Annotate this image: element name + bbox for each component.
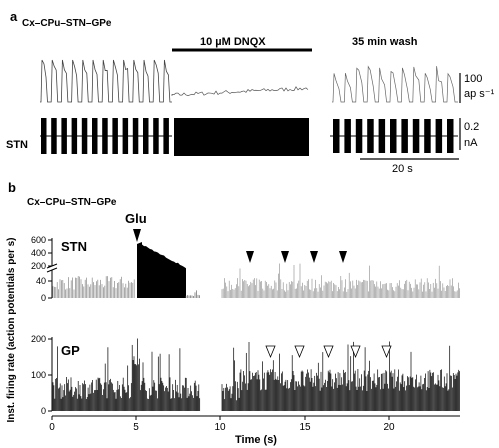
x-tick-label-10: 10	[214, 422, 226, 433]
baseline-burst	[163, 118, 169, 154]
x-axis-label: Time (s)	[235, 434, 277, 446]
baseline-burst	[41, 118, 47, 154]
gp-tick-label-100: 100	[31, 370, 46, 380]
stn-glu-response	[137, 242, 186, 298]
baseline-burst	[132, 118, 139, 154]
wash-burst	[424, 119, 431, 153]
baseline-burst	[61, 118, 67, 154]
wash-burst	[412, 119, 420, 153]
x-tick-label-5: 5	[133, 422, 139, 433]
stn-tick-label-200: 200	[31, 261, 46, 271]
gp-rate-plot	[52, 338, 460, 411]
panel-a-rate-traces	[40, 59, 458, 103]
stn-arrow-3	[310, 251, 318, 263]
rate-scale-value: 100	[464, 73, 482, 85]
x-tick-label-15: 15	[299, 422, 311, 433]
baseline-burst	[102, 118, 108, 154]
baseline-burst	[51, 118, 57, 154]
gp-arrow-2	[294, 345, 305, 359]
rate-scale-unit: ap s⁻¹	[464, 88, 495, 100]
panel-a-letter: a	[10, 9, 18, 24]
x-axis-ticks	[51, 416, 390, 420]
baseline-burst	[122, 118, 129, 154]
dnqx-raw-block	[174, 118, 309, 156]
stn-tick-label-600: 600	[31, 235, 46, 245]
baseline-rate-trace	[40, 59, 172, 103]
wash-burst	[390, 119, 397, 153]
wash-burst	[344, 119, 351, 153]
baseline-burst	[112, 118, 118, 154]
baseline-burst	[92, 118, 98, 154]
glu-arrowhead	[133, 229, 141, 242]
glu-label: Glu	[125, 211, 147, 226]
drug-label: 10 µM DNQX	[200, 36, 266, 48]
stn-arrow-2	[281, 251, 289, 263]
panel-a-raw-traces	[40, 118, 458, 156]
gp-plot-label: GP	[61, 343, 80, 358]
gp-event-arrows	[265, 345, 392, 359]
wash-burst	[355, 119, 363, 153]
current-scale-value: 0.2	[464, 121, 479, 133]
dnqx-rate-trace	[171, 86, 309, 96]
stn-event-arrows	[246, 251, 347, 263]
y-axis-label: Inst. firing rate (action potentials per…	[6, 237, 17, 422]
x-tick-label-0: 0	[49, 422, 55, 433]
panel-b-letter: b	[8, 180, 16, 195]
wash-burst	[435, 119, 443, 153]
wash-burst	[378, 119, 386, 153]
x-tick-label-20: 20	[383, 422, 395, 433]
gp-tick-label-200: 200	[31, 334, 46, 344]
stn-arrow-1	[246, 251, 254, 263]
stn-plot-label: STN	[61, 239, 87, 254]
baseline-burst	[153, 118, 159, 154]
stn-rate-plot	[52, 242, 460, 298]
time-scale-label: 20 s	[392, 163, 413, 175]
gp-arrow-3	[323, 345, 334, 359]
stn-tick-label-40: 40	[36, 276, 46, 286]
panel-a-prep-label: Cx–CPu–STN–GPe	[22, 18, 112, 29]
gp-arrow-5	[381, 345, 392, 359]
wash-burst	[447, 119, 454, 153]
wash-label: 35 min wash	[352, 36, 418, 48]
gp-tick-label-0: 0	[41, 406, 46, 416]
stn-tick-label-400: 400	[31, 248, 46, 258]
wash-rate-trace	[332, 65, 458, 103]
panel-b-prep-label: Cx–CPu–STN–GPe	[27, 197, 117, 208]
gp-arrow-1	[265, 345, 276, 359]
baseline-burst	[143, 118, 149, 154]
stn-trace-label: STN	[6, 139, 28, 151]
current-scale-unit: nA	[464, 137, 478, 149]
stn-tick-label-0: 0	[41, 293, 46, 303]
wash-burst	[333, 119, 340, 153]
baseline-burst	[81, 118, 88, 154]
wash-burst	[401, 119, 408, 153]
gp-arrow-4	[350, 345, 361, 359]
baseline-burst	[71, 118, 78, 154]
wash-burst	[367, 119, 374, 153]
stn-arrow-4	[339, 251, 347, 263]
